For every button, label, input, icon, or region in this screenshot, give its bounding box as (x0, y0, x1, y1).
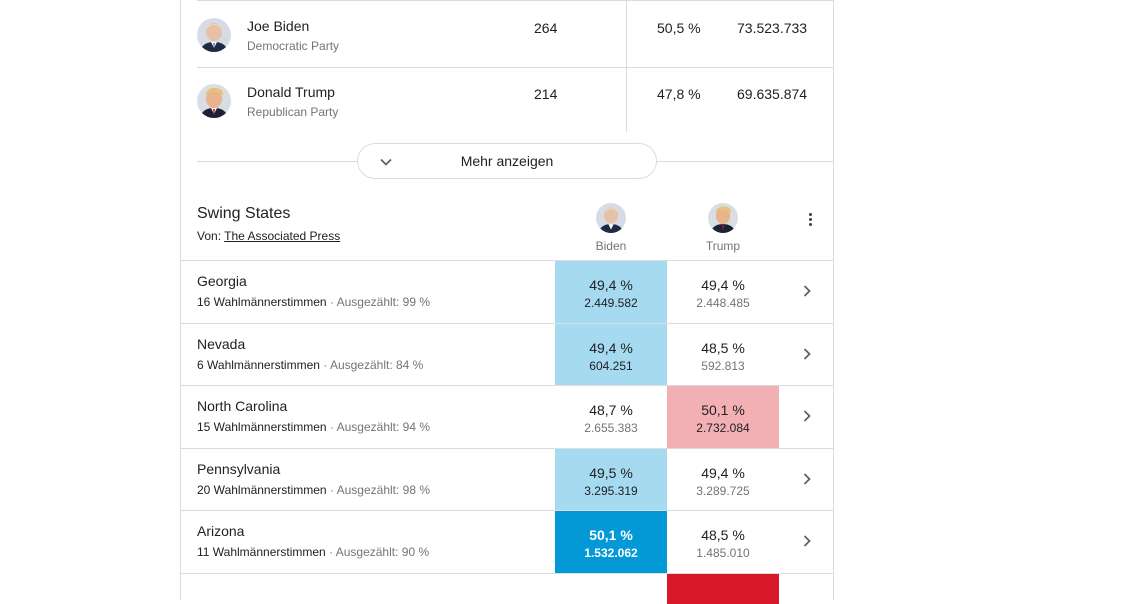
column-divider (626, 0, 627, 132)
divider (197, 0, 833, 1)
separator: · (326, 295, 337, 309)
trump-avatar (197, 84, 231, 118)
state-row-north-carolina[interactable]: North Carolina 15 Wahlmännerstimmen · Aus… (181, 385, 833, 448)
state-info: 15 Wahlmännerstimmen · Ausgezählt: 94 % (197, 420, 430, 434)
show-more-label: Mehr anzeigen (460, 153, 554, 169)
candidate-party: Democratic Party (247, 39, 340, 53)
state-electors: 11 Wahlmännerstimmen (197, 545, 326, 559)
biden-result-cell: 50,1 % 1.532.062 (555, 511, 667, 573)
biden-percent: 48,7 % (589, 402, 633, 418)
trump-votes: 3.289.725 (696, 484, 750, 498)
biden-result-cell: 49,5 % 3.295.319 (555, 449, 667, 511)
trump-percent: 48,5 % (701, 340, 745, 356)
state-name: Arizona (197, 523, 245, 539)
vote-total: 69.635.874 (737, 86, 808, 102)
candidate-name: Joe Biden (247, 18, 310, 34)
biden-percent: 49,5 % (589, 465, 633, 481)
chevron-right-icon[interactable] (800, 534, 814, 548)
trump-percent: 49,4 % (701, 465, 745, 481)
state-row-arizona[interactable]: Arizona 11 Wahlmännerstimmen · Ausgezählt… (181, 510, 833, 573)
biden-votes: 604.251 (589, 359, 633, 373)
chevron-right-icon[interactable] (800, 409, 814, 423)
results-card: Joe Biden Democratic Party 264 50,5 % 73… (180, 0, 834, 604)
biden-percent: 50,1 % (589, 527, 633, 543)
state-electors: 6 Wahlmännerstimmen (197, 358, 320, 372)
trump-result-cell: 50,1 % 2.732.084 (667, 386, 779, 448)
state-counted: Ausgezählt: 90 % (335, 545, 430, 559)
trump-header-avatar (708, 203, 738, 233)
separator: · (319, 358, 330, 372)
trump-votes: 1.485.010 (696, 546, 750, 560)
biden-result-cell: 49,4 % 604.251 (555, 324, 667, 386)
state-name: Georgia (197, 273, 247, 289)
trump-result-cell: 48,5 % 592.813 (667, 324, 779, 386)
biden-percent: 49,4 % (589, 340, 633, 356)
separator: · (325, 545, 336, 559)
vote-percent: 47,8 % (657, 86, 701, 102)
trump-result-cell: 49,4 % 2.448.485 (667, 261, 779, 323)
electoral-votes: 264 (534, 20, 558, 36)
biden-result-cell: 48,7 % 2.655.383 (555, 386, 667, 448)
trump-percent: 49,4 % (701, 277, 745, 293)
trump-result-cell: 49,4 % 3.289.725 (667, 449, 779, 511)
trump-votes: 2.448.485 (696, 296, 750, 310)
biden-result-cell: 49,4 % 2.449.582 (555, 261, 667, 323)
state-counted: Ausgezählt: 94 % (336, 420, 431, 434)
state-info: 16 Wahlmännerstimmen · Ausgezählt: 99 % (197, 295, 430, 309)
trump-votes: 2.732.084 (696, 421, 750, 435)
state-row-pennsylvania[interactable]: Pennsylvania 20 Wahlmännerstimmen · Ausge… (181, 448, 833, 511)
trump-result-cell (667, 574, 779, 604)
trump-percent: 50,1 % (701, 402, 745, 418)
chevron-right-icon[interactable] (800, 347, 814, 361)
state-counted: Ausgezählt: 84 % (329, 358, 424, 372)
state-counted: Ausgezählt: 99 % (336, 295, 431, 309)
candidate-row-trump[interactable]: Donald Trump Republican Party 214 47,8 %… (197, 67, 833, 133)
biden-percent: 49,4 % (589, 277, 633, 293)
biden-votes: 2.655.383 (584, 421, 638, 435)
state-info: 6 Wahlmännerstimmen · Ausgezählt: 84 % (197, 358, 423, 372)
state-electors: 16 Wahlmännerstimmen (197, 295, 327, 309)
candidate-row-biden[interactable]: Joe Biden Democratic Party 264 50,5 % 73… (197, 1, 833, 67)
vote-total: 73.523.733 (737, 20, 808, 36)
electoral-votes: 214 (534, 86, 558, 102)
trump-result-cell: 48,5 % 1.485.010 (667, 511, 779, 573)
vote-percent: 50,5 % (657, 20, 701, 36)
state-row-georgia[interactable]: Georgia 16 Wahlmännerstimmen · Ausgezählt… (181, 260, 833, 323)
state-info: 11 Wahlmännerstimmen · Ausgezählt: 90 % (197, 545, 429, 559)
candidate-party: Republican Party (247, 105, 339, 119)
chevron-right-icon[interactable] (800, 472, 814, 486)
state-electors: 15 Wahlmännerstimmen (197, 420, 327, 434)
trump-votes: 592.813 (701, 359, 745, 373)
state-counted: Ausgezählt: 98 % (336, 483, 431, 497)
state-electors: 20 Wahlmännerstimmen (197, 483, 327, 497)
separator: · (326, 483, 337, 497)
divider (197, 67, 833, 68)
source-prefix: Von: (197, 229, 225, 243)
state-name: Pennsylvania (197, 461, 281, 477)
biden-votes: 1.532.062 (584, 546, 638, 560)
trump-column-label: Trump (705, 239, 741, 253)
state-name: Nevada (197, 336, 246, 352)
table-row[interactable] (181, 573, 833, 604)
show-more-button[interactable]: Mehr anzeigen (357, 143, 657, 179)
state-info: 20 Wahlmännerstimmen · Ausgezählt: 98 % (197, 483, 430, 497)
state-row-nevada[interactable]: Nevada 6 Wahlmännerstimmen · Ausgezählt: … (181, 323, 833, 386)
separator: · (326, 420, 337, 434)
candidate-name: Donald Trump (247, 84, 335, 100)
more-vert-icon[interactable] (809, 213, 813, 228)
biden-votes: 2.449.582 (584, 296, 638, 310)
biden-column-label: Biden (595, 239, 627, 253)
chevron-right-icon[interactable] (800, 284, 814, 298)
chevron-down-icon (380, 158, 392, 166)
biden-header-avatar (596, 203, 626, 233)
biden-votes: 3.295.319 (584, 484, 638, 498)
source-link[interactable]: The Associated Press (224, 229, 341, 243)
state-name: North Carolina (197, 398, 288, 414)
trump-percent: 48,5 % (701, 527, 745, 543)
biden-avatar (197, 18, 231, 52)
swing-states-title: Swing States (197, 205, 291, 222)
swing-source: Von: The Associated Press (197, 229, 340, 243)
